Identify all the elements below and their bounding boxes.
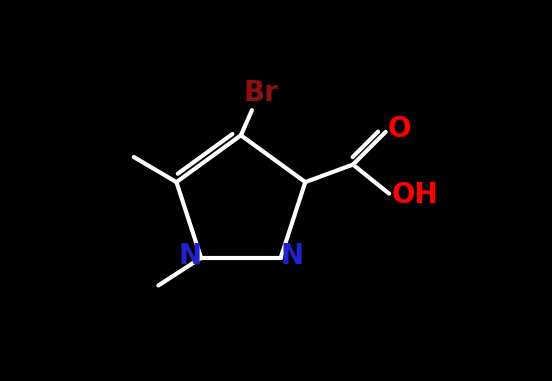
Text: Br: Br xyxy=(243,79,278,107)
Text: N: N xyxy=(178,242,201,270)
Text: O: O xyxy=(388,115,411,143)
Text: N: N xyxy=(280,242,303,270)
Text: OH: OH xyxy=(392,181,438,209)
